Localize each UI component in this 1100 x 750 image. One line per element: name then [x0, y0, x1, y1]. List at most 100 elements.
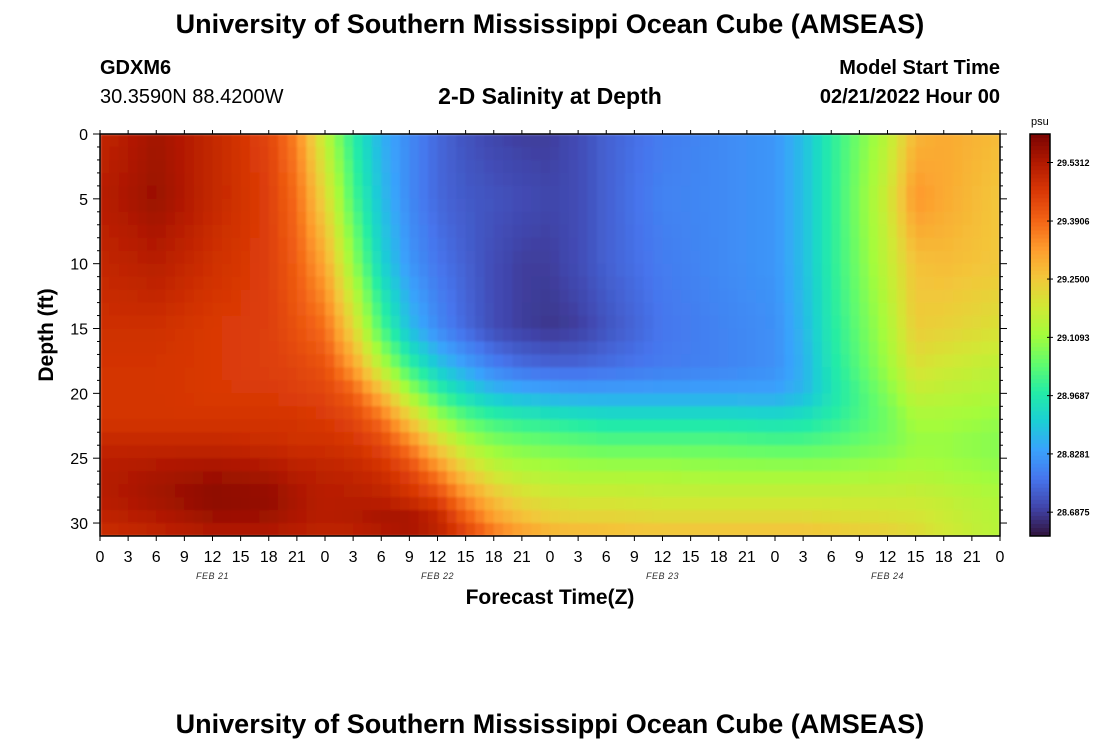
heatmap-cell — [109, 354, 120, 369]
heatmap-cell — [475, 380, 485, 394]
heatmap-cell — [437, 134, 448, 148]
heatmap-cell — [531, 185, 542, 200]
heatmap-cell — [625, 445, 635, 459]
heatmap-cell — [718, 250, 729, 265]
heatmap-cell — [671, 198, 682, 213]
heatmap-cell — [812, 159, 823, 174]
heatmap-cell — [259, 315, 270, 330]
heatmap-cell — [925, 134, 935, 148]
heatmap-cell — [221, 146, 232, 161]
heatmap-cell — [334, 419, 345, 433]
heatmap-cell — [512, 341, 523, 356]
heatmap-cell — [596, 146, 607, 161]
heatmap-cell — [240, 134, 251, 148]
heatmap-cell — [475, 302, 485, 317]
heatmap-cell — [137, 458, 148, 472]
heatmap-cell — [737, 146, 748, 161]
heatmap-cell — [746, 315, 757, 330]
heatmap-cell — [268, 185, 279, 200]
heatmap-cell — [709, 523, 720, 536]
heatmap-cell — [437, 315, 448, 330]
heatmap-cell — [634, 432, 645, 446]
heatmap-cell — [709, 445, 720, 459]
heatmap-cell — [221, 497, 232, 511]
heatmap-cell — [662, 250, 673, 265]
heatmap-cell — [521, 172, 532, 187]
heatmap-cell — [325, 393, 335, 407]
heatmap-cell — [109, 146, 120, 161]
heatmap-cell — [915, 276, 926, 291]
heatmap-cell — [437, 497, 448, 511]
heatmap-cell — [400, 510, 410, 524]
heatmap-cell — [568, 328, 579, 343]
heatmap-cell — [971, 510, 982, 524]
heatmap-cell — [287, 172, 298, 187]
heatmap-cell — [362, 432, 373, 446]
heatmap-cell — [831, 211, 842, 226]
heatmap-cell — [662, 289, 673, 304]
heatmap-cell — [981, 237, 992, 252]
heatmap-cell — [278, 159, 289, 174]
salinity-chart: 0 3 6 9 12 15 18 21 0 3 6 9 12 15 18 21 0 3 6 9 12 15 18 21 0 3 6 9… — [35, 116, 1090, 609]
heatmap-cell — [728, 445, 739, 459]
heatmap-cell — [756, 289, 767, 304]
heatmap-cell — [475, 159, 485, 174]
heatmap-cell — [418, 289, 429, 304]
heatmap-cell — [184, 315, 195, 330]
heatmap-cell — [550, 263, 560, 278]
heatmap-cell — [531, 134, 542, 148]
heatmap-cell — [587, 146, 598, 161]
heatmap-cell — [306, 211, 317, 226]
heatmap-cell — [803, 263, 814, 278]
heatmap-cell — [990, 146, 1000, 161]
heatmap-cell — [362, 211, 373, 226]
heatmap-cell — [278, 406, 289, 420]
heatmap-cell — [915, 380, 926, 394]
heatmap-cell — [278, 380, 289, 394]
heatmap-cell — [493, 302, 504, 317]
heatmap-cell — [503, 380, 514, 394]
heatmap-cell — [662, 393, 673, 407]
heatmap-cell — [268, 497, 279, 511]
heatmap-cell — [446, 302, 457, 317]
heatmap-cell — [512, 471, 523, 485]
heatmap-cell — [390, 289, 401, 304]
heatmap-cell — [109, 523, 120, 536]
colorbar-segment — [1030, 210, 1050, 215]
heatmap-cell — [746, 367, 757, 381]
heatmap-cell — [240, 510, 251, 524]
heatmap-cell — [493, 134, 504, 148]
heatmap-cell — [653, 211, 664, 226]
heatmap-cell — [503, 185, 514, 200]
heatmap-cell — [268, 419, 279, 433]
heatmap-cell — [240, 445, 251, 459]
heatmap-cell — [428, 328, 439, 343]
heatmap-cell — [315, 445, 326, 459]
heatmap-cell — [184, 224, 195, 239]
heatmap-cell — [587, 250, 598, 265]
heatmap-cell — [578, 211, 589, 226]
heatmap-cell — [325, 380, 335, 394]
heatmap-cell — [409, 315, 420, 330]
heatmap-cell — [193, 328, 204, 343]
heatmap-cell — [634, 523, 645, 536]
heatmap-cell — [371, 393, 382, 407]
heatmap-cell — [353, 211, 364, 226]
heatmap-cell — [128, 302, 139, 317]
heatmap-cell — [671, 471, 682, 485]
heatmap-cell — [371, 224, 382, 239]
heatmap-cell — [475, 393, 485, 407]
heatmap-cell — [868, 445, 879, 459]
heatmap-cell — [653, 367, 664, 381]
heatmap-cell — [334, 263, 345, 278]
heatmap-cell — [737, 289, 748, 304]
heatmap-cell — [446, 328, 457, 343]
heatmap-cell — [118, 185, 129, 200]
heatmap-cell — [221, 289, 232, 304]
heatmap-cell — [868, 237, 879, 252]
heatmap-cell — [428, 341, 439, 356]
heatmap-cell — [212, 484, 223, 498]
heatmap-cell — [606, 484, 617, 498]
heatmap-cell — [146, 211, 157, 226]
heatmap-cell — [371, 367, 382, 381]
